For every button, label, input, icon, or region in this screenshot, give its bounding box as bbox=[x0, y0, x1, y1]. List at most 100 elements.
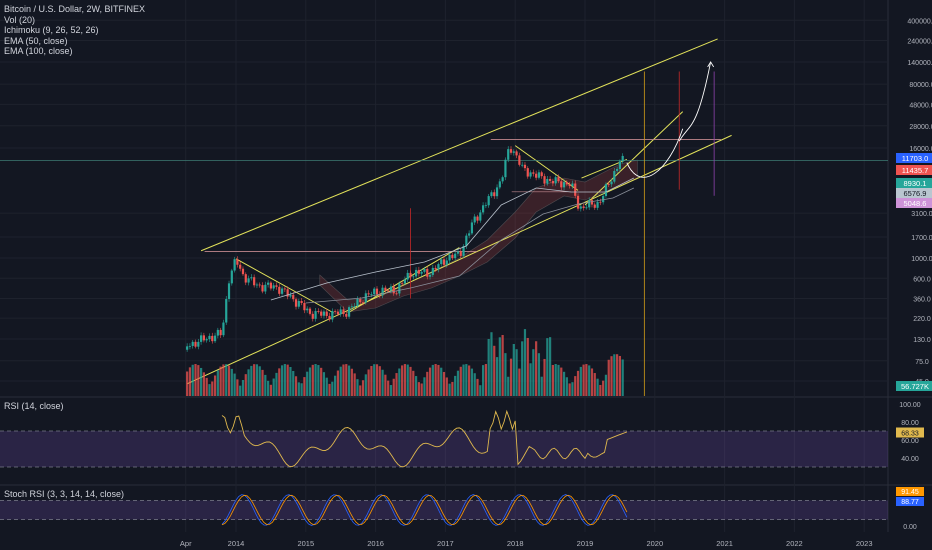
volume-bar bbox=[342, 364, 345, 396]
volume-bar bbox=[546, 338, 549, 396]
volume-bar bbox=[222, 364, 225, 396]
candle bbox=[568, 184, 571, 186]
candle bbox=[389, 286, 393, 291]
volume-bar bbox=[244, 374, 247, 396]
time-tick-label: 2015 bbox=[297, 539, 314, 548]
volume-bar bbox=[370, 365, 373, 396]
candle bbox=[420, 271, 423, 274]
volume-bar bbox=[596, 378, 599, 396]
volume-bar bbox=[334, 375, 337, 396]
volume-bar bbox=[610, 356, 613, 396]
candle bbox=[286, 289, 289, 297]
arrow-head bbox=[707, 61, 715, 68]
time-tick-label: 2019 bbox=[577, 539, 594, 548]
stoch-d-marker bbox=[896, 497, 924, 506]
volume-bar bbox=[267, 380, 270, 396]
volume-bar bbox=[398, 368, 401, 396]
time-tick-label: 2022 bbox=[786, 539, 803, 548]
price-tick-label: 360.0 bbox=[913, 297, 931, 304]
candle bbox=[487, 196, 490, 206]
volume-bar bbox=[378, 366, 381, 396]
indicator-ichimoku[interactable]: Ichimoku (9, 26, 52, 26) bbox=[4, 25, 99, 35]
candle bbox=[216, 329, 219, 336]
volume-bar bbox=[487, 338, 490, 396]
candle bbox=[375, 288, 379, 295]
volume-bar bbox=[194, 364, 197, 396]
rsi-tick-label: 40.00 bbox=[901, 456, 919, 463]
stoch-d-line bbox=[221, 494, 628, 526]
volume-bar bbox=[269, 384, 272, 396]
volume-bar bbox=[523, 329, 527, 396]
time-tick-label: 2021 bbox=[716, 539, 733, 548]
volume-bar bbox=[576, 370, 580, 396]
price-tick-label: 48000.0 bbox=[909, 102, 932, 109]
candle bbox=[621, 155, 624, 162]
rsi-pane-title[interactable]: RSI (14, close) bbox=[4, 401, 64, 411]
candle bbox=[560, 181, 563, 188]
rsi-tick-label: 80.00 bbox=[901, 420, 919, 427]
volume-bar bbox=[515, 349, 518, 396]
volume-bar bbox=[412, 370, 415, 396]
candle bbox=[356, 299, 359, 307]
volume-bar bbox=[526, 337, 529, 396]
volume-bar bbox=[409, 366, 412, 396]
volume-bar bbox=[292, 370, 295, 396]
price-marker-label: 8930.1 bbox=[904, 179, 927, 188]
price-tick-label: 1000.0 bbox=[911, 256, 932, 263]
candle bbox=[448, 254, 451, 261]
price-tick-label: 3100.0 bbox=[911, 211, 932, 218]
indicator-ema100[interactable]: EMA (100, close) bbox=[4, 46, 73, 56]
candle bbox=[490, 192, 493, 197]
candle bbox=[359, 299, 362, 303]
indicator-vol[interactable]: Vol (20) bbox=[4, 14, 36, 25]
volume-bar bbox=[493, 345, 496, 396]
candle bbox=[384, 287, 387, 291]
volume-bar bbox=[532, 349, 535, 396]
candle bbox=[484, 205, 487, 207]
volume-bar bbox=[518, 368, 521, 396]
volume-bar bbox=[200, 367, 203, 396]
volume-bar bbox=[509, 358, 513, 396]
volume-bar bbox=[283, 364, 286, 396]
chart-title: Bitcoin / U.S. Dollar, 2W, BITFINEX bbox=[4, 4, 146, 14]
candle bbox=[607, 184, 610, 185]
volume-bar bbox=[311, 364, 314, 396]
volume-bar bbox=[241, 379, 245, 396]
candle bbox=[456, 251, 460, 254]
volume-bar bbox=[375, 364, 379, 396]
candle bbox=[275, 285, 278, 287]
rsi-value-marker bbox=[896, 427, 924, 438]
volume-bar bbox=[289, 366, 292, 396]
candle bbox=[479, 212, 482, 221]
candle bbox=[255, 284, 259, 286]
stoch-rsi-pane-title[interactable]: Stoch RSI (3, 3, 14, 14, close) bbox=[4, 489, 125, 499]
candle bbox=[468, 233, 471, 236]
volume-bar bbox=[308, 367, 312, 396]
candle bbox=[616, 168, 619, 171]
volume-bar bbox=[406, 364, 409, 396]
candle bbox=[398, 283, 401, 294]
candle bbox=[320, 311, 323, 316]
candle bbox=[406, 272, 409, 280]
candle bbox=[504, 159, 507, 178]
volume-bar bbox=[359, 385, 362, 396]
candle bbox=[501, 177, 504, 182]
volume-bar bbox=[387, 380, 390, 396]
volume-bar bbox=[431, 364, 434, 396]
volume-bar bbox=[320, 367, 323, 396]
candle bbox=[593, 204, 596, 208]
volume-bar bbox=[490, 332, 493, 396]
candle bbox=[403, 279, 407, 284]
candle bbox=[401, 283, 404, 285]
candle bbox=[599, 201, 602, 203]
volume-bar bbox=[423, 377, 426, 396]
volume-bar bbox=[328, 383, 331, 396]
candle bbox=[551, 180, 554, 184]
indicator-ema50[interactable]: EMA (50, close) bbox=[4, 35, 68, 46]
volume-bar bbox=[300, 383, 303, 396]
volume-marker bbox=[896, 381, 932, 391]
candle bbox=[361, 302, 365, 304]
volume-bar bbox=[389, 385, 393, 396]
price-tick-label: 1700.0 bbox=[911, 235, 932, 242]
